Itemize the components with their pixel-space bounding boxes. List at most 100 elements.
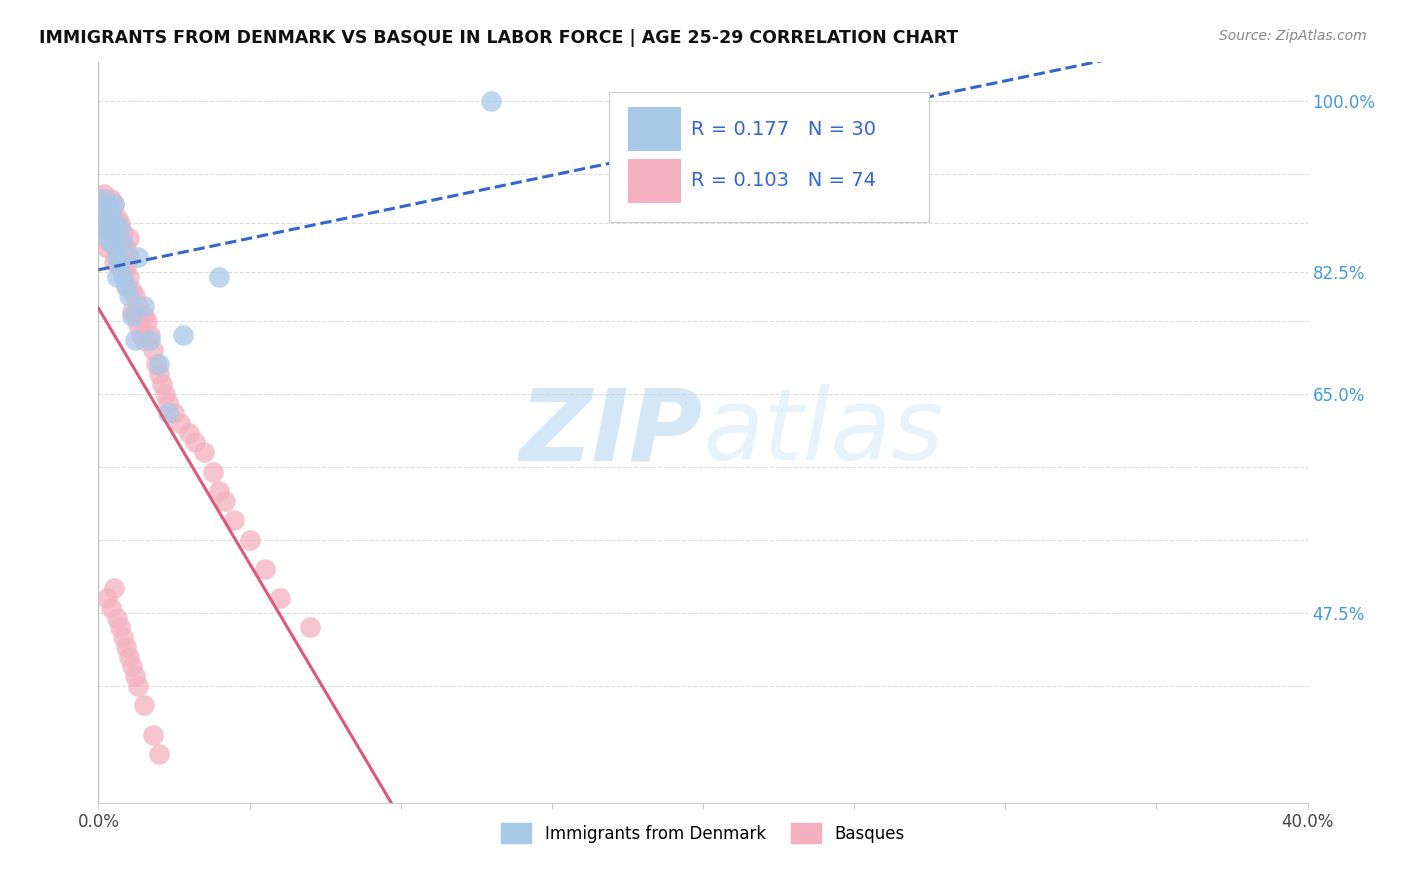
Point [90, 211, 112, 226]
Point [135, 313, 157, 327]
Point [124, 309, 146, 323]
Point [127, 318, 149, 333]
Point [202, 465, 225, 479]
Point [114, 240, 136, 255]
Point [118, 649, 141, 664]
Point [105, 211, 128, 226]
Point [172, 328, 194, 343]
Point [103, 216, 125, 230]
FancyBboxPatch shape [628, 159, 682, 203]
Point [150, 376, 173, 391]
Point [118, 289, 141, 303]
Point [121, 659, 143, 673]
Point [105, 250, 128, 264]
Point [179, 425, 201, 440]
Point [239, 533, 262, 547]
Point [93, 186, 115, 201]
Point [124, 669, 146, 683]
Point [96, 196, 118, 211]
Point [96, 591, 118, 606]
Point [114, 640, 136, 654]
Point [105, 269, 128, 284]
Point [163, 406, 186, 420]
Point [127, 679, 149, 693]
Point [108, 235, 131, 250]
Point [111, 269, 134, 284]
Point [96, 216, 118, 230]
Point [118, 231, 141, 245]
Point [129, 328, 152, 343]
Point [108, 260, 131, 274]
Point [100, 601, 122, 615]
Point [121, 303, 143, 318]
Point [153, 386, 176, 401]
Point [481, 95, 503, 109]
Point [114, 279, 136, 293]
Point [93, 211, 115, 226]
Point [208, 269, 231, 284]
Point [108, 221, 131, 235]
Point [148, 747, 170, 761]
Point [169, 416, 191, 430]
Point [103, 255, 125, 269]
Point [93, 192, 115, 206]
FancyBboxPatch shape [628, 107, 682, 152]
Point [114, 279, 136, 293]
Point [142, 343, 165, 357]
Point [103, 216, 125, 230]
Point [193, 445, 215, 459]
Point [111, 235, 134, 250]
Point [224, 513, 246, 527]
Point [103, 235, 125, 250]
Point [156, 406, 179, 420]
Point [118, 269, 141, 284]
Point [132, 698, 155, 713]
Point [208, 484, 231, 499]
Point [111, 265, 134, 279]
Point [132, 309, 155, 323]
Point [127, 299, 149, 313]
Point [93, 231, 115, 245]
Point [100, 221, 122, 235]
Point [105, 611, 128, 625]
Point [103, 231, 125, 245]
Point [108, 255, 131, 269]
FancyBboxPatch shape [609, 92, 929, 221]
Point [108, 620, 131, 634]
Point [111, 630, 134, 644]
Point [139, 328, 162, 343]
Point [100, 216, 122, 230]
Text: Source: ZipAtlas.com: Source: ZipAtlas.com [1219, 29, 1367, 43]
Point [121, 309, 143, 323]
Point [299, 620, 322, 634]
Point [100, 235, 122, 250]
Point [103, 196, 125, 211]
Point [96, 240, 118, 255]
Point [124, 333, 146, 347]
Point [108, 216, 131, 230]
Point [96, 202, 118, 216]
Point [269, 591, 291, 606]
Point [118, 250, 141, 264]
Point [105, 231, 128, 245]
Point [103, 582, 125, 596]
Point [105, 250, 128, 264]
Point [132, 299, 155, 313]
Point [148, 358, 170, 372]
Point [90, 221, 112, 235]
Legend: Immigrants from Denmark, Basques: Immigrants from Denmark, Basques [495, 816, 911, 850]
Point [214, 493, 236, 508]
Point [114, 260, 136, 274]
Point [156, 396, 179, 410]
Text: ZIP: ZIP [520, 384, 703, 481]
Text: R = 0.103   N = 74: R = 0.103 N = 74 [690, 171, 876, 190]
Point [103, 196, 125, 211]
Point [100, 192, 122, 206]
Point [96, 231, 118, 245]
Point [139, 333, 162, 347]
Point [121, 285, 143, 299]
Point [253, 562, 276, 576]
Point [90, 192, 112, 206]
Point [111, 245, 134, 260]
Point [132, 333, 155, 347]
